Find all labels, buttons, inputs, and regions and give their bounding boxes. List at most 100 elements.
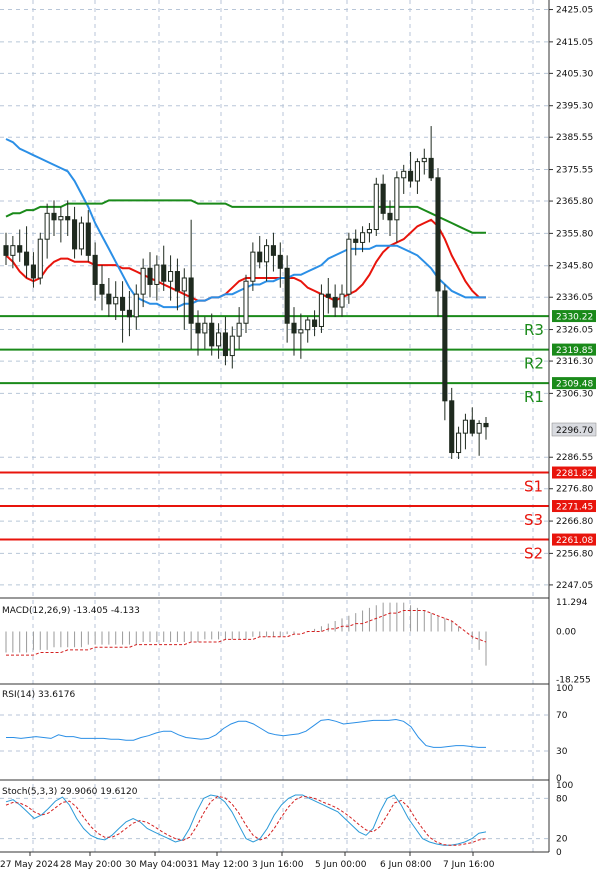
level-name-s3: S3 — [524, 511, 543, 529]
candle — [401, 164, 407, 194]
candle-body-up — [236, 322, 242, 337]
candle-body-up — [58, 216, 64, 221]
rsi-tick-label: 30 — [556, 747, 568, 757]
candle — [257, 235, 263, 269]
candle — [17, 229, 23, 262]
macd-tick-label: -18.255 — [556, 675, 591, 685]
level-tag-s3 — [552, 500, 596, 513]
candle-body-down — [469, 419, 475, 434]
candle-body-down — [51, 212, 57, 221]
candle-body-up — [401, 170, 407, 179]
candle-body-down — [428, 157, 434, 179]
ma-line — [5, 199, 486, 234]
stoch-tick-label: 100 — [556, 781, 573, 791]
stoch-tick-label: 0 — [556, 848, 562, 858]
candle-body-down — [257, 251, 263, 263]
candle — [209, 313, 215, 356]
candle-body-down — [99, 283, 105, 295]
level-name-s1: S1 — [524, 478, 543, 496]
candle — [72, 206, 78, 259]
candle-body-up — [113, 296, 119, 305]
candle-body-down — [209, 322, 215, 347]
candle-body-down — [174, 271, 180, 292]
candle-body-down — [195, 322, 201, 334]
candle — [298, 313, 304, 359]
price-tick-label: 2415.05 — [556, 38, 593, 48]
level-name-r2: R2 — [524, 355, 544, 373]
candle-body-up — [10, 245, 16, 256]
price-tick-label: 2385.55 — [556, 133, 593, 143]
candle — [168, 255, 174, 301]
candle-body-up — [181, 277, 187, 292]
candle-body-up — [44, 212, 50, 240]
price-tick-label: 2266.80 — [556, 517, 593, 527]
candle-body-down — [353, 238, 359, 243]
price-tick-label: 2256.80 — [556, 549, 593, 559]
candle — [161, 245, 167, 291]
candle — [133, 284, 139, 330]
candle-body-down — [332, 296, 338, 308]
time-tick-label: 27 May 2024 — [0, 860, 59, 870]
candle-body-up — [462, 419, 468, 434]
price-tick-label: 2336.05 — [556, 293, 593, 303]
candle — [65, 200, 71, 236]
candle — [30, 252, 36, 288]
candle — [147, 252, 153, 298]
candle — [360, 226, 366, 253]
stoch-label: Stoch(5,3,3) 29.9060 19.6120 — [2, 787, 138, 797]
price-tick-label: 2395.30 — [556, 102, 593, 112]
level-tag-s1 — [552, 466, 596, 479]
stoch-tick-label: 20 — [556, 835, 568, 845]
candle-body-up — [250, 251, 256, 282]
grid — [0, 0, 549, 852]
candle — [113, 281, 119, 321]
candle-body-down — [106, 293, 112, 305]
candles — [3, 126, 489, 460]
price-tick-label: 2345.80 — [556, 262, 593, 272]
candle-body-down — [277, 254, 283, 269]
candle-body-up — [456, 432, 462, 454]
price-tick-label: 2306.30 — [556, 389, 593, 399]
candle-body-down — [188, 277, 194, 324]
candle — [126, 290, 132, 337]
candle — [10, 235, 16, 269]
candle-body-up — [243, 280, 249, 324]
time-tick-label: 30 May 04:00 — [125, 860, 187, 870]
candle — [339, 284, 345, 317]
candle-body-down — [284, 267, 290, 324]
candle — [325, 277, 331, 314]
candle-body-up — [216, 332, 222, 347]
level-value-s2: 2261.08 — [556, 536, 593, 546]
candle — [284, 255, 290, 343]
candle — [428, 126, 434, 182]
candle-body-down — [72, 219, 78, 250]
candle — [387, 200, 393, 236]
candle-body-down — [147, 267, 153, 285]
candle-body-down — [3, 245, 9, 256]
candle-body-up — [37, 238, 43, 279]
candle-body-down — [85, 222, 91, 256]
candle-body-down — [408, 170, 414, 182]
candle-body-down — [65, 216, 71, 221]
candle-body-up — [298, 329, 304, 334]
level-tag-s2 — [552, 533, 596, 546]
candle — [154, 255, 160, 301]
level-value-s3: 2271.45 — [556, 503, 593, 513]
candle — [24, 226, 30, 278]
price-tick-label: 2365.80 — [556, 197, 593, 207]
candle-body-up — [264, 245, 270, 263]
time-axis: 27 May 2024 28 May 20:00 30 May 04:00 31 Ma… — [0, 851, 549, 870]
candle — [236, 307, 242, 350]
candle — [394, 171, 400, 243]
candle-body-down — [92, 254, 98, 285]
candle — [78, 216, 84, 256]
candle — [380, 174, 386, 220]
candle — [291, 307, 297, 356]
time-tick-label: 31 May 12:00 — [187, 860, 249, 870]
macd-signal-line — [6, 610, 487, 656]
candle — [421, 148, 427, 175]
candle-body-up — [305, 319, 311, 331]
candle — [92, 242, 98, 301]
